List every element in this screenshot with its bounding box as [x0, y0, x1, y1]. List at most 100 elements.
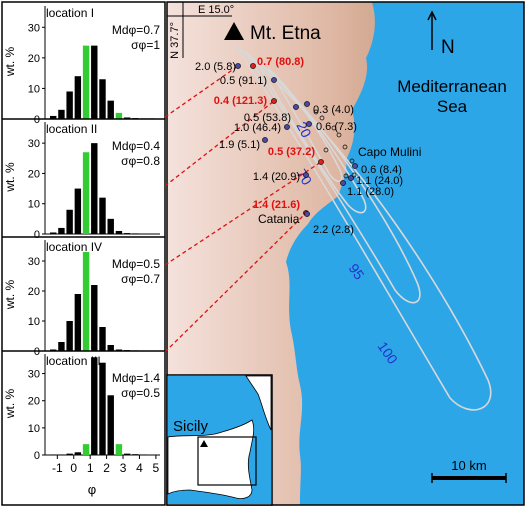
histogram-y-label: wt. %: [3, 389, 17, 420]
coordinate-lon: E 15.0°: [198, 4, 234, 16]
histogram-bar: [74, 188, 82, 234]
histogram-bar: [74, 76, 82, 119]
sample-label: 0.5 (91.1): [220, 75, 267, 87]
sample-point: [340, 180, 346, 186]
x-tick-label: 1: [87, 461, 94, 475]
histogram-bar: [58, 342, 65, 351]
y-tick-label: 10: [28, 316, 40, 328]
panel-median: Mdφ=0.5: [112, 257, 160, 271]
map-border: [166, 1, 525, 506]
sample-label: 1.4 (21.6): [253, 199, 300, 211]
inset-map: [166, 374, 273, 506]
y-tick-label: 0: [34, 450, 40, 462]
histogram-bar: [132, 233, 139, 234]
sample-point: [318, 159, 324, 165]
x-tick-label: 4: [136, 461, 143, 475]
x-tick-label: -1: [52, 461, 63, 475]
histogram-bar: [66, 209, 73, 234]
histogram-panel: 0 10 20 30 wt. % location II Mdφ=0.4σφ=0.8: [2, 118, 165, 241]
sea-area: [286, 2, 524, 505]
coordinate-lat: N 37.7°: [169, 22, 181, 59]
panel-median: Mdφ=0.4: [112, 139, 160, 153]
sample-point: [271, 77, 277, 83]
histogram-y-label: wt. %: [3, 162, 17, 193]
sample-point: [250, 63, 256, 69]
histogram-bar: [99, 362, 106, 455]
sample-point-minor: [336, 132, 342, 138]
contour-100: [235, 45, 492, 411]
histogram-bar: [140, 454, 147, 455]
sample-labels: 2.0 (5.8) 0.7 (80.8) 0.5 (91.1) 0.4 (121.3)…: [195, 56, 403, 236]
inset-study-area: [197, 436, 257, 486]
y-tick-label: 0: [34, 346, 40, 358]
scale-bar: [431, 473, 507, 483]
sample-point: [284, 124, 290, 130]
sample-point: [262, 137, 268, 143]
histogram-bar: [74, 452, 82, 455]
y-tick-label: 20: [28, 53, 40, 65]
sample-label: 1.4 (20.9): [253, 171, 300, 183]
inset-mainland: [245, 375, 272, 431]
panel-median: Mdφ=0.7: [112, 23, 160, 37]
panel-sorting: σφ=1: [131, 38, 160, 52]
x-tick-label: 0: [70, 461, 77, 475]
histogram-y-label: wt. %: [3, 47, 17, 78]
y-tick-label: 10: [28, 423, 40, 435]
y-tick-label: 10: [28, 83, 40, 95]
sample-point-minor: [323, 147, 329, 153]
histogram-bar: [50, 115, 57, 119]
sample-point: [271, 98, 277, 104]
histogram-bar: [66, 321, 73, 351]
y-tick-label: 0: [34, 229, 40, 241]
histogram-bar: [91, 285, 98, 351]
sample-label: 0.3 (4.0): [313, 104, 354, 116]
inset-volcano-icon: [200, 440, 208, 447]
sample-label: 1.1 (24.0): [356, 175, 403, 187]
sample-label: 0.7 (80.8): [257, 56, 304, 68]
sample-point-minor: [313, 109, 319, 115]
y-tick-label: 30: [28, 369, 40, 381]
connector-lines: [164, 65, 322, 353]
histogram-panel: 0 10 20 30 wt. % location I Mdφ=0.7σφ=1: [3, 6, 160, 126]
histogram-bar: [58, 454, 65, 455]
panel-title: location IV: [46, 240, 102, 254]
histogram-bar: [132, 454, 139, 455]
y-tick-label: 30: [28, 256, 40, 268]
scale-label: 10 km: [451, 458, 486, 473]
histogram-bar: [99, 197, 106, 234]
histogram-bar: [107, 395, 114, 455]
histogram-x-label: φ: [88, 482, 96, 497]
histogram-bar: [66, 91, 73, 119]
y-tick-label: 20: [28, 168, 40, 180]
sample-label: 2.2 (2.8): [313, 224, 354, 236]
panel-sorting: σφ=0.5: [121, 386, 160, 400]
histogram-bar: [115, 112, 123, 119]
sample-label: 0.4 (121.3): [214, 95, 268, 107]
sea-label-line2: Sea: [437, 97, 468, 116]
histogram-y-label: wt. %: [3, 280, 17, 311]
histogram-bar: [91, 357, 98, 455]
y-tick-label: 0: [34, 114, 40, 126]
sample-point: [293, 104, 299, 110]
histogram-bar: [82, 152, 90, 234]
place-capo-mulini: Capo Mulini: [358, 145, 421, 159]
histogram-bar: [107, 100, 114, 119]
y-tick-label: 10: [28, 199, 40, 211]
sample-point-minor: [343, 173, 349, 179]
histogram-panel: 0 10 20 30 wt. % location III Mdφ=1.4σφ=0.5: [2, 350, 165, 462]
histogram-bar: [82, 252, 90, 351]
sample-point: [304, 211, 310, 217]
y-tick-label: 30: [28, 138, 40, 150]
panel-title: location I: [46, 6, 94, 20]
sample-label: 0.6 (7.3): [316, 121, 357, 133]
map-panel: [167, 2, 524, 505]
place-catania: Catania: [258, 212, 300, 226]
north-label: N: [441, 37, 455, 58]
volcano-icon: [224, 22, 244, 40]
histogram-bar: [115, 444, 123, 455]
panel-title: location III: [46, 354, 101, 368]
sample-label: 1.9 (5.1): [219, 139, 260, 151]
sample-point: [304, 101, 310, 107]
sample-label: 2.0 (5.8): [195, 61, 236, 73]
sample-label: 1.1 (28.0): [347, 186, 394, 198]
